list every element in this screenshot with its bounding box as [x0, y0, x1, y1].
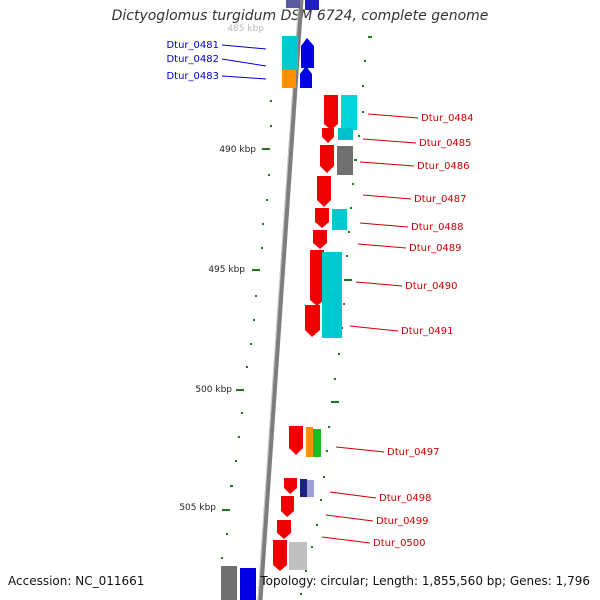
gene-label: Dtur_0481: [166, 40, 219, 51]
gene-block: [300, 479, 307, 497]
scale-label: 485 kbp: [227, 24, 264, 34]
gene-labels-forward: Dtur_0481 Dtur_0482 Dtur_0483: [166, 40, 219, 82]
gene-label: Dtur_0485: [419, 138, 472, 149]
gene-label: Dtur_0484: [421, 113, 474, 124]
leader-lines-reverse: [321, 113, 419, 544]
forward-genes: [282, 36, 314, 88]
genome-backbone: [257, 0, 304, 600]
gene-arrow: [305, 305, 320, 337]
gene-label: Dtur_0497: [387, 447, 440, 458]
accession-text: Accession: NC_011661: [8, 574, 145, 588]
gene-label: Dtur_0486: [417, 161, 470, 172]
gene-arrow: [289, 426, 303, 455]
gene-block: [289, 542, 307, 570]
gene-block: [313, 429, 321, 457]
gene-arrow: [322, 128, 334, 143]
gene-arrow: [313, 230, 327, 249]
partner-blocks: [221, 95, 357, 600]
gene-block: [221, 566, 237, 600]
gene-arrow: [301, 38, 314, 68]
gene-label: Dtur_0490: [405, 281, 458, 292]
gene-arrow: [300, 66, 312, 88]
gene-arrow: [317, 176, 331, 207]
gene-label: Dtur_0500: [373, 538, 426, 549]
gene-label: Dtur_0483: [166, 71, 219, 82]
gene-label: Dtur_0487: [414, 194, 467, 205]
scale-labels: 485 kbp 490 kbp 495 kbp 500 kbp 505 kbp: [179, 24, 264, 513]
gene-block: [286, 0, 300, 8]
gene-block: [305, 0, 319, 10]
gene-labels-reverse: Dtur_0484 Dtur_0485 Dtur_0486 Dtur_0487 …: [373, 113, 474, 549]
reverse-genes: [273, 95, 338, 571]
gene-arrow: [310, 250, 324, 306]
gene-block: [337, 146, 353, 175]
gene-label: Dtur_0488: [411, 222, 464, 233]
gene-block: [307, 480, 314, 497]
gene-label: Dtur_0499: [376, 516, 429, 527]
gene-label: Dtur_0482: [166, 54, 219, 65]
scale-label: 490 kbp: [219, 145, 256, 155]
gene-block: [282, 70, 296, 88]
gene-arrow: [315, 208, 329, 228]
gene-label: Dtur_0491: [401, 326, 454, 337]
gene-block: [306, 427, 313, 457]
gene-label: Dtur_0489: [409, 243, 462, 254]
gene-block: [322, 252, 342, 338]
leader-lines-forward: [221, 44, 267, 80]
gene-arrow: [284, 478, 297, 494]
gene-arrow: [273, 540, 287, 571]
gene-arrow: [324, 95, 338, 130]
gene-arrow: [320, 145, 334, 173]
gene-block: [332, 209, 347, 230]
minor-ticks: [221, 36, 372, 595]
gene-arrow: [277, 520, 291, 539]
gene-block: [338, 128, 353, 140]
gene-block: [341, 95, 357, 130]
gene-label: Dtur_0498: [379, 493, 432, 504]
scale-label: 500 kbp: [195, 385, 232, 395]
gene-block: [240, 568, 256, 600]
gene-block: [282, 36, 298, 70]
genome-summary: Topology: circular; Length: 1,855,560 bp…: [260, 574, 590, 588]
gene-arrow: [281, 496, 294, 517]
scale-label: 505 kbp: [179, 503, 216, 513]
genome-backbone-highlight: [257, 0, 300, 600]
scale-label: 495 kbp: [208, 265, 245, 275]
